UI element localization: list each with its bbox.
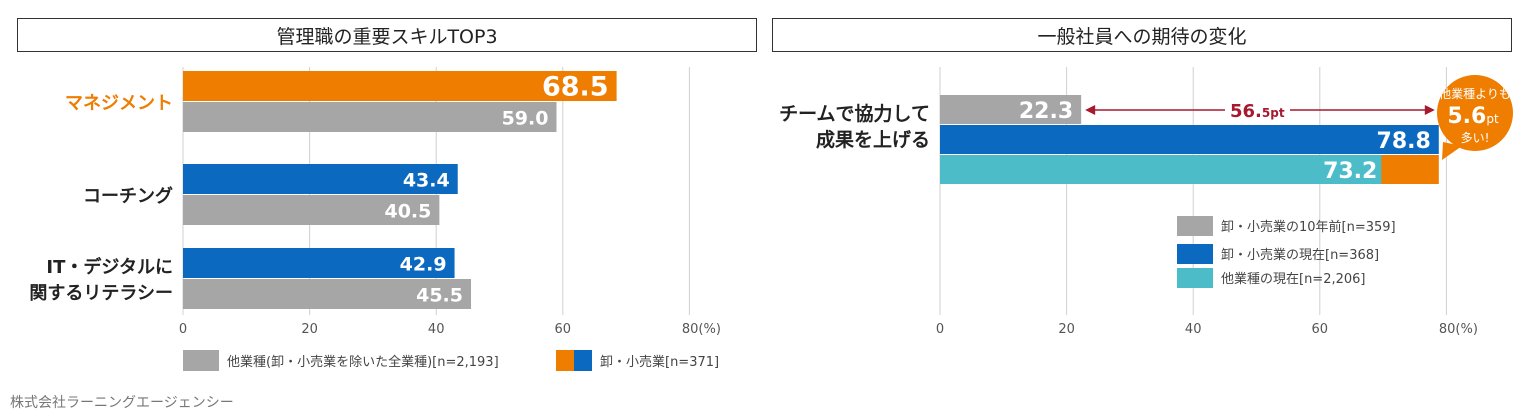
arrowhead (1085, 105, 1096, 115)
bar (183, 71, 617, 101)
legend-swatch-orange (556, 350, 574, 371)
footer-credit: 株式会社ラーニングエージェンシー (10, 395, 234, 411)
difference-label-unit: 5pt (1262, 106, 1285, 120)
difference-segment (1381, 155, 1439, 184)
left-chart: 0 20 40 60 80(%) 68.5 59.0 マネジメント 43.4 40.5 コーチング 4… (29, 67, 721, 371)
callout-bubble (1437, 75, 1513, 151)
bar (183, 248, 455, 278)
data-label: 40.5 (384, 201, 431, 223)
x-tick-label: 60 (555, 322, 572, 337)
arrowhead (1424, 105, 1435, 115)
legend-swatch (1177, 244, 1213, 264)
left-chart-title: 管理職の重要スキルTOP3 (17, 18, 757, 52)
legend-label: 他業種の現在[n=2,206] (1221, 271, 1366, 287)
bar (183, 279, 472, 309)
callout-unit: pt (1486, 112, 1499, 126)
x-tick-label: 40 (1185, 322, 1202, 337)
legend-label: 卸・小売業の10年前[n=359] (1221, 219, 1396, 235)
legend-label: 卸・小売業[n=371] (600, 354, 719, 370)
x-tick-label: 0 (179, 322, 187, 337)
legend-swatch-blue (574, 350, 592, 371)
x-tick-label: 40 (428, 322, 445, 337)
category-label: チームで協力して (779, 102, 930, 125)
data-label: 68.5 (542, 72, 609, 103)
right-chart-title: 一般社員への期待の変化 (772, 18, 1512, 52)
callout-text: 多い! (1461, 131, 1490, 145)
data-label: 45.5 (416, 285, 463, 307)
bar (940, 95, 1082, 124)
x-tick-label: 0 (936, 322, 944, 337)
data-label: 59.0 (502, 108, 549, 130)
category-label: 成果を上げる (816, 128, 930, 151)
bar (940, 155, 1404, 184)
legend-label: 他業種(卸・小売業を除いた全業種)[n=2,193] (227, 354, 499, 370)
bar (183, 102, 557, 132)
callout-text: 他業種よりも (1439, 87, 1511, 101)
data-label: 78.8 (1377, 129, 1431, 154)
x-tick-label: 80(%) (682, 322, 721, 337)
x-tick-label: 20 (301, 322, 318, 337)
bar (940, 125, 1439, 154)
callout-pointer (1442, 142, 1462, 160)
x-tick-label: 80(%) (1439, 322, 1478, 337)
x-tick-label: 60 (1312, 322, 1329, 337)
bar (183, 164, 458, 194)
bar (183, 195, 440, 225)
category-label: IT・デジタルに (46, 256, 173, 278)
category-label: コーチング (83, 185, 173, 207)
data-label: 22.3 (1019, 99, 1073, 124)
legend-label: 卸・小売業の現在[n=368] (1221, 247, 1379, 263)
legend-swatch-other (183, 350, 219, 371)
data-label: 42.9 (400, 254, 447, 276)
data-label: 73.2 (1323, 159, 1377, 184)
difference-label: 56.5pt (1230, 101, 1285, 122)
category-label: マネジメント (65, 93, 173, 114)
category-label: 関するリテラシー (29, 283, 173, 304)
legend-swatch (1177, 268, 1213, 288)
legend-swatch (1177, 216, 1213, 236)
data-label: 43.4 (403, 170, 450, 192)
x-tick-label: 20 (1058, 322, 1075, 337)
